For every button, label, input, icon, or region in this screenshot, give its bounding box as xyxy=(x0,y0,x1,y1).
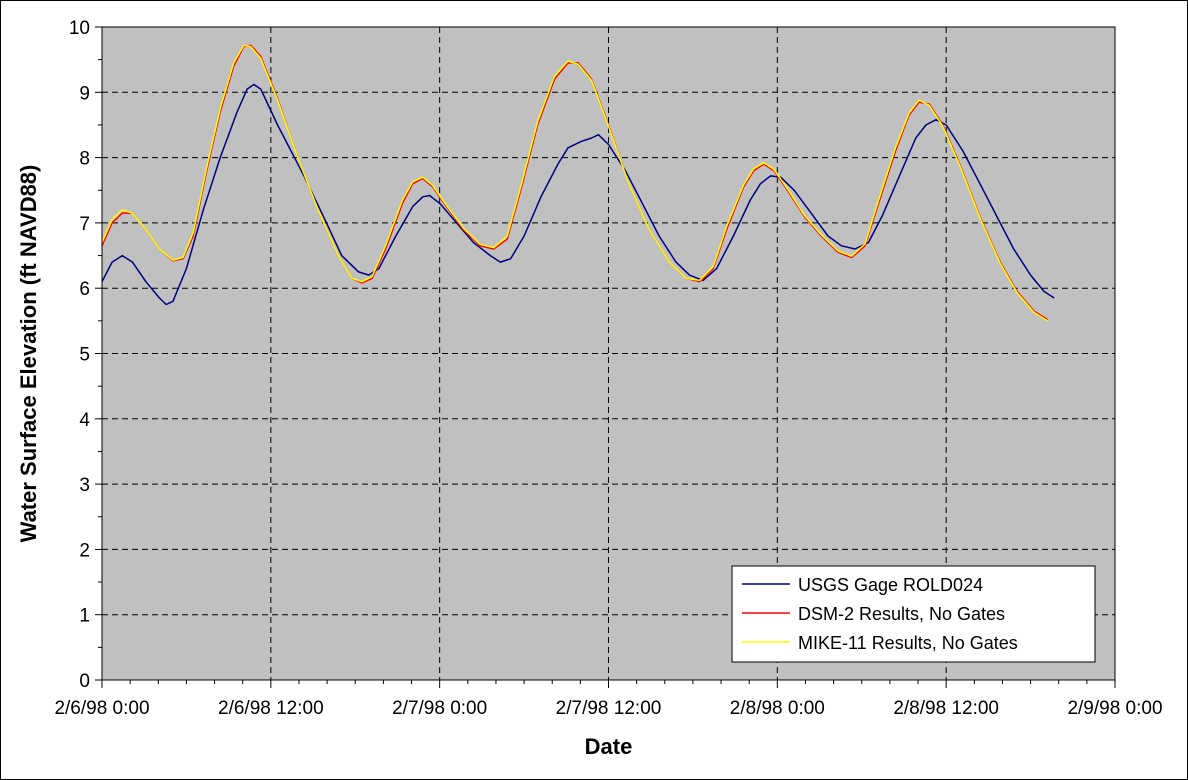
x-tick-label: 2/7/98 0:00 xyxy=(392,698,487,719)
y-tick-label: 8 xyxy=(79,149,90,170)
series-line-1 xyxy=(101,83,1055,306)
y-tick-label: 0 xyxy=(79,671,90,692)
x-tick-label: 2/6/98 12:00 xyxy=(218,698,324,719)
x-tick-label: 2/8/98 0:00 xyxy=(730,698,825,719)
series-line-3 xyxy=(101,44,1048,322)
x-tick-label: 2/9/98 0:00 xyxy=(1067,698,1162,719)
y-axis-title: Water Surface Elevation (ft NAVD88) xyxy=(16,165,41,543)
legend-label-3: MIKE-11 Results, No Gates xyxy=(798,633,1018,653)
legend: USGS Gage ROLD024 DSM-2 Results, No Gates… xyxy=(731,565,1096,663)
y-tick-label: 1 xyxy=(79,606,90,627)
x-tick-label: 2/8/98 12:00 xyxy=(893,698,999,719)
series-lines xyxy=(101,44,1055,322)
y-tick-label: 2 xyxy=(79,540,90,561)
y-tick-label: 5 xyxy=(79,345,90,366)
legend-box xyxy=(731,565,1096,663)
y-tick-label: 6 xyxy=(79,279,90,300)
x-tick-label: 2/7/98 12:00 xyxy=(556,698,662,719)
y-tick-label: 7 xyxy=(79,214,90,235)
y-tick-label: 9 xyxy=(79,83,90,104)
legend-label-1: USGS Gage ROLD024 xyxy=(798,575,983,595)
x-tick-label: 2/6/98 0:00 xyxy=(54,698,149,719)
axes: 0 1 2 3 4 5 6 7 8 9 10 2/6/98 0:00 2/6/98 12:00 2/7/9… xyxy=(54,18,1162,719)
legend-label-2: DSM-2 Results, No Gates xyxy=(798,604,1005,624)
x-axis-title: Date xyxy=(585,734,633,759)
series-line-2 xyxy=(101,44,1048,321)
y-tick-label: 4 xyxy=(79,410,90,431)
y-tick-label: 10 xyxy=(69,18,90,39)
y-tick-label: 3 xyxy=(79,475,90,496)
